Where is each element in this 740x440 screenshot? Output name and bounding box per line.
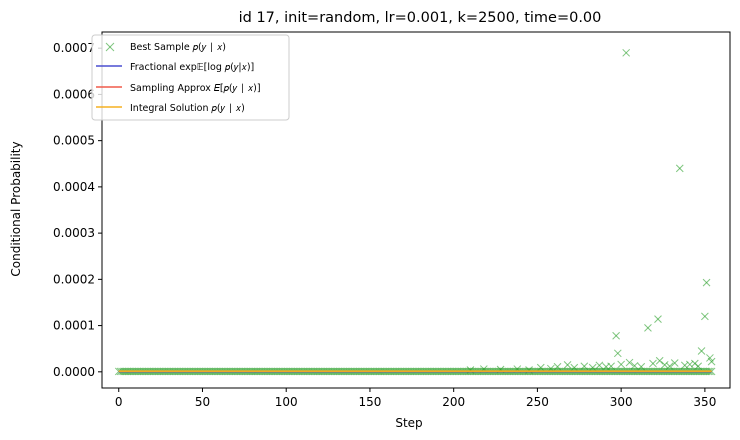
best-sample-point bbox=[536, 363, 545, 372]
y-tick-label: 0.0007 bbox=[53, 41, 95, 55]
best-sample-point bbox=[612, 331, 620, 340]
best-sample-point bbox=[553, 362, 562, 371]
chart-title: id 17, init=random, lr=0.001, k=2500, ti… bbox=[239, 10, 602, 26]
y-tick-label: 0.0005 bbox=[53, 134, 95, 148]
plot-area bbox=[114, 48, 716, 376]
legend: Best Sample 𝑝(𝑦 ∣ 𝑥) Fractional exp𝔼[log… bbox=[91, 34, 290, 121]
y-tick-label: 0.0006 bbox=[53, 87, 95, 101]
x-axis-label: Step bbox=[395, 416, 422, 430]
x-tick-label: 250 bbox=[526, 395, 549, 409]
legend-label-sampling: Sampling Approx 𝐸[𝑝(𝑦 ∣ 𝑥)] bbox=[130, 83, 261, 94]
best-sample-point bbox=[617, 360, 626, 369]
best-sample-point bbox=[570, 363, 579, 372]
y-tick-label: 0.0003 bbox=[53, 226, 95, 240]
best-sample-point bbox=[654, 315, 662, 323]
best-sample-point bbox=[607, 362, 615, 371]
x-tick-label: 300 bbox=[610, 395, 633, 409]
best-sample-point bbox=[665, 362, 674, 371]
legend-entry-best-sample: Best Sample 𝑝(𝑦 ∣ 𝑥) bbox=[105, 42, 226, 53]
best-sample-point bbox=[563, 361, 572, 369]
plot-frame bbox=[101, 31, 731, 389]
x-tick-label: 50 bbox=[195, 395, 210, 409]
best-sample-point bbox=[660, 361, 669, 369]
x-tick-label: 350 bbox=[693, 395, 716, 409]
best-sample-point bbox=[702, 278, 711, 287]
best-sample-point bbox=[701, 312, 709, 321]
y-tick-label: 0.0002 bbox=[53, 272, 95, 286]
best-sample-point bbox=[613, 349, 622, 358]
y-tick-label: 0.0004 bbox=[53, 180, 95, 194]
legend-marker-best-sample bbox=[105, 42, 115, 52]
best-sample-point bbox=[637, 362, 646, 371]
best-sample-point bbox=[630, 361, 639, 370]
x-axis: 0 50 100 150 200 250 300 350 bbox=[115, 388, 716, 409]
best-sample-point bbox=[625, 358, 634, 367]
legend-entry-fractional: Fractional exp𝔼[log 𝑝(𝑦|𝑥)] bbox=[96, 62, 254, 73]
legend-label-integral: Integral Solution 𝑝(𝑦 ∣ 𝑥) bbox=[130, 103, 245, 114]
best-sample-point bbox=[655, 356, 664, 365]
x-tick-label: 0 bbox=[115, 395, 123, 409]
legend-label-fractional: Fractional exp𝔼[log 𝑝(𝑦|𝑥)] bbox=[130, 62, 254, 73]
legend-entry-integral: Integral Solution 𝑝(𝑦 ∣ 𝑥) bbox=[96, 103, 245, 114]
y-axis: 0.0000 0.0001 0.0002 0.0003 0.0004 0.0005 0.00… bbox=[53, 41, 102, 379]
x-tick-label: 100 bbox=[275, 395, 298, 409]
best-sample-point bbox=[595, 361, 604, 370]
best-sample-point bbox=[580, 362, 589, 371]
y-axis-label: Conditional Probability bbox=[9, 141, 23, 276]
best-sample-point bbox=[697, 347, 706, 355]
x-tick-label: 150 bbox=[358, 395, 381, 409]
best-sample-point bbox=[670, 359, 679, 367]
legend-label-best-sample: Best Sample 𝑝(𝑦 ∣ 𝑥) bbox=[130, 42, 226, 53]
y-tick-label: 0.0000 bbox=[53, 365, 95, 379]
legend-box bbox=[91, 34, 290, 121]
best-sample-point bbox=[588, 363, 597, 372]
legend-entry-sampling: Sampling Approx 𝐸[𝑝(𝑦 ∣ 𝑥)] bbox=[96, 83, 261, 94]
best-sample-point bbox=[644, 324, 652, 332]
best-sample-point bbox=[694, 362, 703, 371]
x-tick-label: 200 bbox=[442, 395, 465, 409]
best-sample-point bbox=[622, 48, 631, 57]
best-sample-point bbox=[707, 357, 716, 366]
best-sample-point bbox=[649, 359, 657, 368]
best-sample-point bbox=[675, 164, 684, 173]
y-tick-label: 0.0001 bbox=[53, 319, 95, 333]
